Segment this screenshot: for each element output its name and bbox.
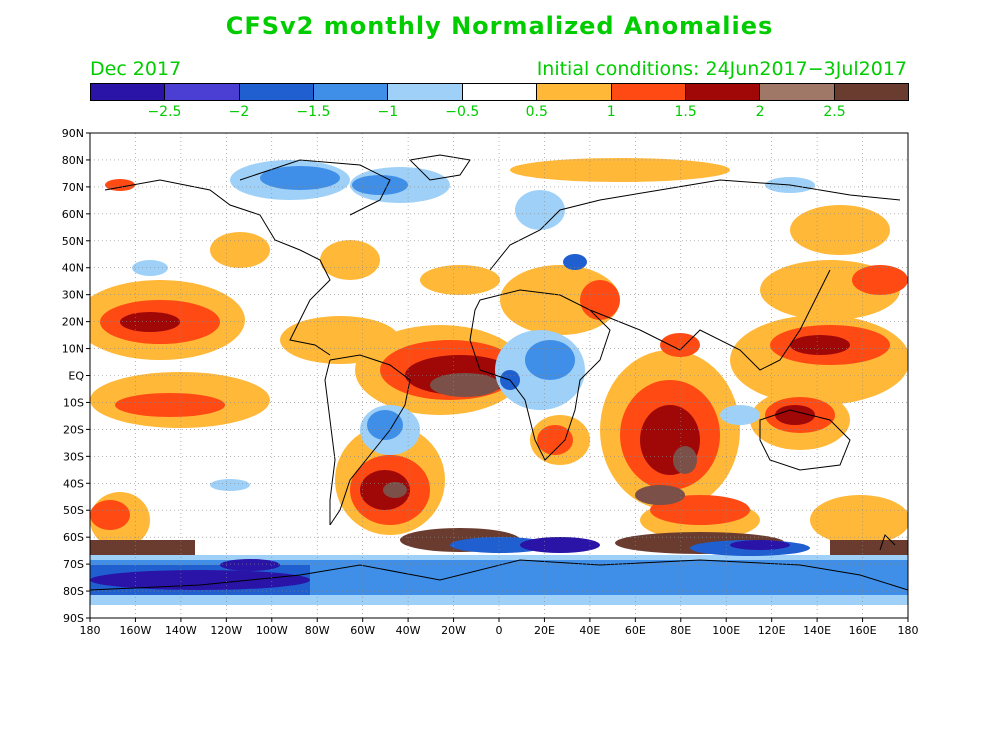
lon-label: 160W <box>120 624 152 637</box>
colorbar-label: −1.5 <box>296 104 331 120</box>
lon-label: 120W <box>210 624 242 637</box>
map-gridlines <box>90 133 908 618</box>
lat-label: 80S <box>63 585 84 598</box>
lat-label: 60N <box>62 208 84 221</box>
lat-label: 50N <box>62 235 84 248</box>
colorbar-swatch <box>760 84 835 100</box>
colorbar-label: −1 <box>377 104 399 120</box>
lon-label: 140E <box>803 624 831 637</box>
lon-label: 160E <box>849 624 877 637</box>
lat-label: 90N <box>62 127 84 140</box>
lon-label: 180 <box>898 624 919 637</box>
colorbar-swatch <box>239 84 315 100</box>
africa-outline <box>469 289 611 461</box>
lat-label: 40N <box>62 262 84 275</box>
colorbar-swatch <box>462 84 538 100</box>
lat-label: 40S <box>63 477 84 490</box>
lon-label: 80E <box>670 624 691 637</box>
lon-label: 100W <box>256 624 288 637</box>
colorbar-label: −2 <box>228 104 250 120</box>
colorbar-label: 1.5 <box>674 104 697 120</box>
map-title: CFSv2 monthly Normalized Anomalies <box>225 12 774 40</box>
lon-label: 120E <box>758 624 786 637</box>
lat-label: 30N <box>62 289 84 302</box>
colorbar-swatch <box>165 84 240 100</box>
lat-label: 90S <box>63 612 84 625</box>
lon-label: 60W <box>350 624 375 637</box>
colorbar-label: −2.5 <box>147 104 182 120</box>
colorbar-label: 0.5 <box>525 104 548 120</box>
lat-label: 70N <box>62 181 84 194</box>
lon-label: 40E <box>579 624 600 637</box>
colorbar-label: −0.5 <box>445 104 480 120</box>
lon-label: 80W <box>305 624 330 637</box>
colorbar-label: 2 <box>755 104 765 120</box>
forecast-month: Dec 2017 <box>90 58 182 80</box>
lat-label: 60S <box>63 531 84 544</box>
lat-label: 50S <box>63 504 84 517</box>
colorbar-swatch <box>91 84 166 100</box>
colorbar-swatch <box>834 84 908 100</box>
colorbar-swatch <box>314 84 389 100</box>
north-america-outline <box>104 179 331 356</box>
lat-label: 70S <box>63 558 84 571</box>
antarctica-outline <box>90 559 908 591</box>
lat-label: 10N <box>62 343 84 356</box>
colorbar-label: 2.5 <box>823 104 846 120</box>
south-america-outline <box>329 354 411 526</box>
eurasia-outline <box>489 179 901 271</box>
colorbar-swatch <box>388 84 463 100</box>
australia-outline <box>759 409 851 471</box>
colorbar-label: 1 <box>606 104 616 120</box>
initial-conditions: Initial conditions: 24Jun2017−3Jul2017 <box>536 58 907 80</box>
colorbar-labels: −2.5 −2 −1.5 −1 −0.5 0.5 1 1.5 2 2.5 <box>90 104 909 122</box>
lat-label: 20N <box>62 316 84 329</box>
lon-label: 0 <box>496 624 503 637</box>
colorbar-swatch <box>685 84 761 100</box>
lat-label: 80N <box>62 154 84 167</box>
lon-label: 20E <box>534 624 555 637</box>
lat-label: 20S <box>63 423 84 436</box>
lon-label: 60E <box>625 624 646 637</box>
colorbar-swatch <box>537 84 612 100</box>
colorbar-swatch <box>611 84 686 100</box>
lat-label: 30S <box>63 450 84 463</box>
lon-label: 100E <box>712 624 740 637</box>
lat-label: EQ <box>68 370 84 383</box>
lat-label: 10S <box>63 396 84 409</box>
lon-label: 140W <box>165 624 197 637</box>
colorbar <box>90 83 909 101</box>
anomaly-field <box>90 154 908 605</box>
lon-label: 20W <box>441 624 466 637</box>
axis-ticks: 90N 80N 70N 60N 50N 40N 30N 20N 10N EQ 10S 20S 30S 40… <box>62 127 919 637</box>
lon-label: 180 <box>80 624 101 637</box>
greenland-outline <box>408 154 471 181</box>
lon-label: 40W <box>396 624 421 637</box>
